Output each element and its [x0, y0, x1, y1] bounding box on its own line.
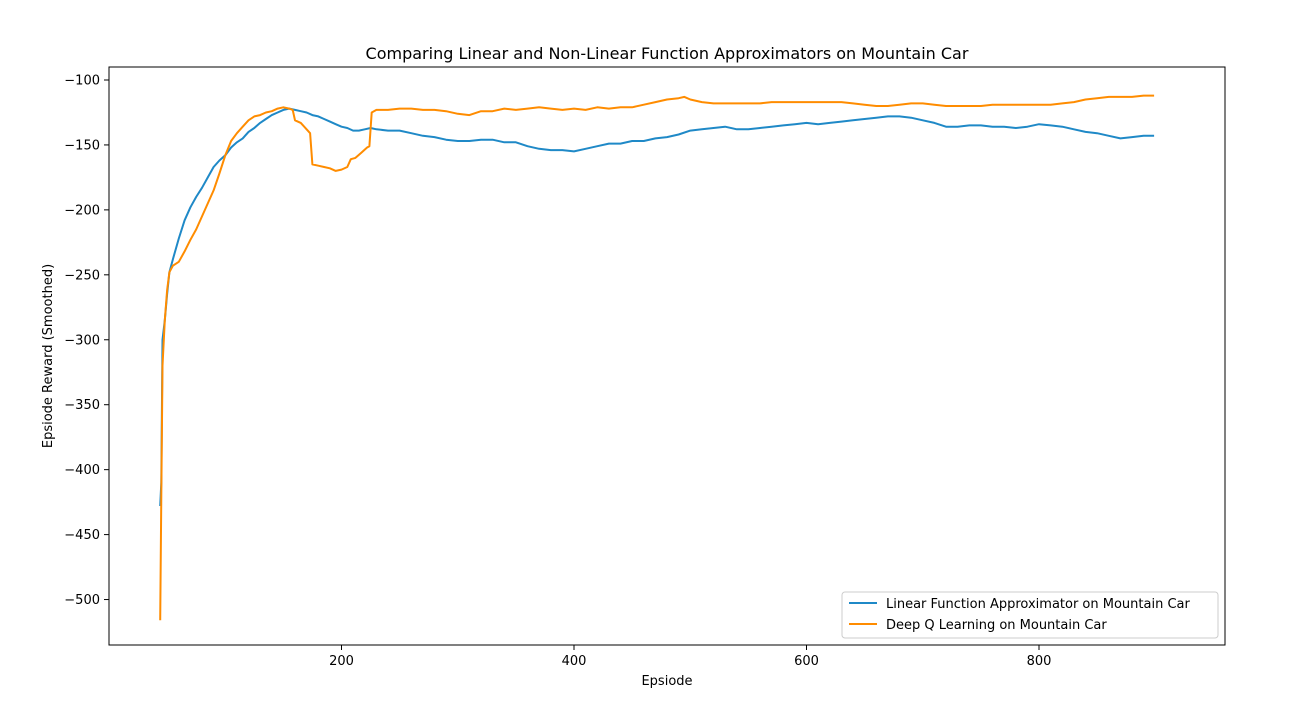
y-axis-label: Epsiode Reward (Smoothed): [41, 264, 56, 448]
x-tick-label: 800: [1027, 654, 1052, 669]
legend-box: [841, 591, 1219, 639]
legend-label-linear: Linear Function Approximator on Mountain…: [886, 597, 1190, 612]
y-tick-label: −100: [64, 73, 100, 88]
series-line-linear: [159, 107, 1155, 507]
y-tick-label: −300: [64, 333, 100, 348]
y-tick-label: −450: [64, 528, 100, 543]
x-tick-label: 400: [562, 654, 587, 669]
x-tick-label: 200: [329, 654, 354, 669]
legend: Linear Function Approximator on Mountain…: [841, 591, 1219, 639]
series-layer: [159, 94, 1155, 621]
legend-label-dqn: Deep Q Learning on Mountain Car: [886, 618, 1107, 633]
y-tick-label: −400: [64, 463, 100, 478]
plot-frame: [108, 66, 1226, 646]
x-axis-label: Epsiode: [641, 674, 692, 689]
chart-title: Comparing Linear and Non-Linear Function…: [366, 44, 969, 63]
axes-layer: 200 400 600 800 −100 −150 −200 −250 −300 −350 −400…: [64, 73, 1051, 669]
y-tick-label: −500: [64, 593, 100, 608]
y-tick-label: −200: [64, 203, 100, 218]
y-tick-label: −350: [64, 398, 100, 413]
series-line-dqn: [159, 94, 1155, 621]
y-tick-label: −250: [64, 268, 100, 283]
x-tick-label: 600: [794, 654, 819, 669]
y-tick-label: −150: [64, 138, 100, 153]
